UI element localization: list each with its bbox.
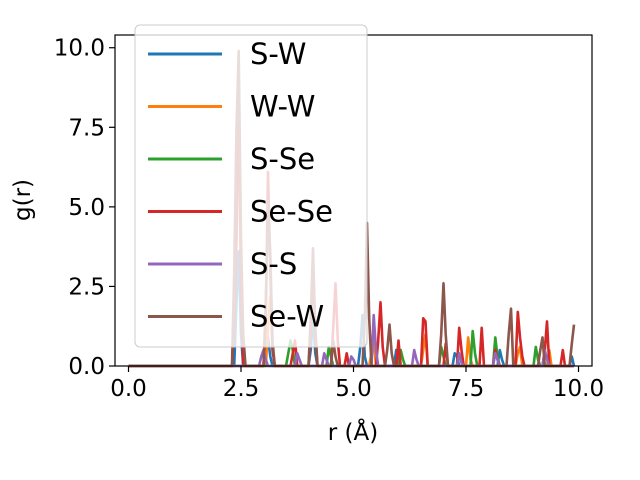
x-tick-label: 5.0 [335, 376, 372, 402]
legend-entry-s-se: S-Se [250, 142, 315, 176]
legend-entry-se-w: Se-W [250, 300, 324, 334]
series-line-s-s [128, 313, 574, 368]
x-tick-label: 10.0 [553, 376, 604, 402]
y-tick-label: 5.0 [68, 195, 105, 221]
legend-entry-se-se: Se-Se [250, 195, 333, 229]
x-tick-label: 2.5 [223, 376, 260, 402]
x-tick-label: 0.0 [110, 376, 147, 402]
y-tick-label: 0.0 [68, 354, 105, 380]
y-tick-label: 10.0 [54, 36, 105, 62]
y-tick-label: 7.5 [68, 115, 105, 141]
x-axis-label: r (Å) [328, 418, 378, 446]
y-axis-ticks: 0.0 2.5 5.0 7.5 10.0 [54, 36, 115, 380]
legend-entry-w-w: W-W [250, 90, 315, 124]
y-tick-label: 2.5 [68, 274, 105, 300]
x-axis-ticks: 0.0 2.5 5.0 7.5 10.0 [110, 366, 604, 402]
legend: S-W W-W S-Se Se-Se S-S Se-W [134, 24, 368, 348]
y-axis-label: g(r) [10, 179, 36, 221]
x-tick-label: 7.5 [448, 376, 485, 402]
legend-entry-s-w: S-W [250, 37, 306, 71]
legend-entry-s-s: S-S [250, 247, 297, 281]
